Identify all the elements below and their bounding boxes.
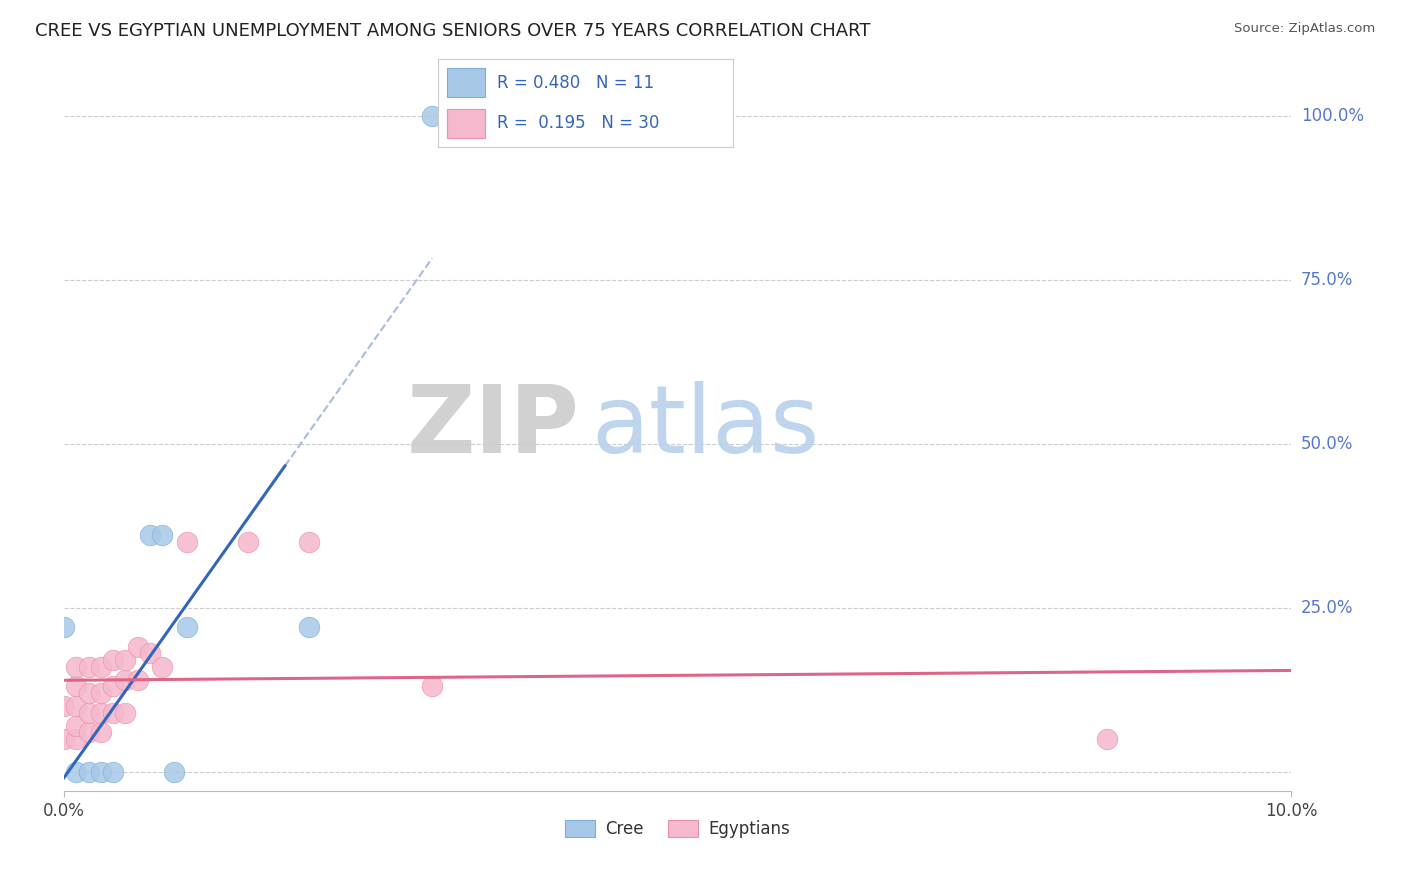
Point xyxy=(139,528,162,542)
Point xyxy=(127,673,149,687)
Text: Source: ZipAtlas.com: Source: ZipAtlas.com xyxy=(1234,22,1375,36)
Point xyxy=(101,679,124,693)
Point xyxy=(90,706,112,720)
Point xyxy=(1095,731,1118,746)
Point xyxy=(139,647,162,661)
Point xyxy=(53,698,76,713)
Point xyxy=(101,764,124,779)
Point xyxy=(236,535,259,549)
Point xyxy=(65,731,87,746)
Point xyxy=(65,679,87,693)
Point xyxy=(65,764,87,779)
Point xyxy=(65,698,87,713)
Text: CREE VS EGYPTIAN UNEMPLOYMENT AMONG SENIORS OVER 75 YEARS CORRELATION CHART: CREE VS EGYPTIAN UNEMPLOYMENT AMONG SENI… xyxy=(35,22,870,40)
Point xyxy=(90,764,112,779)
Point xyxy=(150,659,173,673)
Point xyxy=(77,725,100,739)
Text: ZIP: ZIP xyxy=(406,381,579,473)
Point xyxy=(114,653,136,667)
Point xyxy=(77,706,100,720)
Point xyxy=(114,673,136,687)
Point xyxy=(114,706,136,720)
Point xyxy=(65,659,87,673)
Text: 50.0%: 50.0% xyxy=(1301,434,1354,452)
Point xyxy=(65,719,87,733)
Text: atlas: atlas xyxy=(592,381,820,473)
Point xyxy=(90,659,112,673)
Point xyxy=(420,109,443,123)
Point xyxy=(101,653,124,667)
Point xyxy=(298,620,321,634)
Point xyxy=(127,640,149,654)
Point xyxy=(150,528,173,542)
Legend: Cree, Egyptians: Cree, Egyptians xyxy=(558,814,797,845)
Point xyxy=(53,620,76,634)
Point xyxy=(298,535,321,549)
Point xyxy=(420,679,443,693)
Point xyxy=(90,686,112,700)
Point xyxy=(77,686,100,700)
Point xyxy=(101,706,124,720)
Point xyxy=(163,764,186,779)
Text: 75.0%: 75.0% xyxy=(1301,270,1354,288)
Point xyxy=(90,725,112,739)
Point xyxy=(53,731,76,746)
Text: 100.0%: 100.0% xyxy=(1301,106,1364,125)
Point xyxy=(77,659,100,673)
Point xyxy=(176,535,198,549)
Point xyxy=(77,764,100,779)
Text: 25.0%: 25.0% xyxy=(1301,599,1354,616)
Point xyxy=(176,620,198,634)
